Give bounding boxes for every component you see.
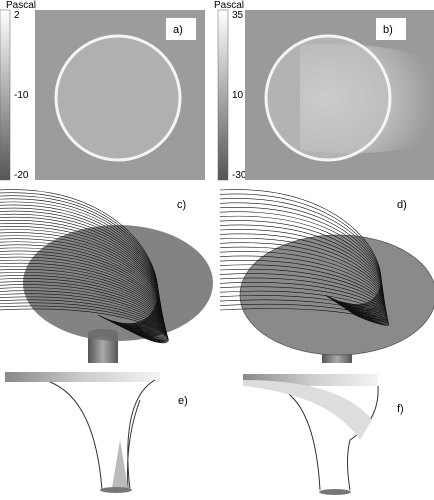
label-box	[166, 18, 196, 40]
streamline	[219, 229, 384, 312]
streamline	[0, 247, 163, 333]
panel-label: b)	[383, 24, 393, 36]
panel-d: d)	[219, 189, 434, 363]
disk	[23, 225, 213, 341]
streamline	[0, 204, 160, 327]
streamline	[219, 215, 383, 309]
streamline	[0, 207, 160, 327]
colorbar	[0, 9, 11, 181]
streamline	[0, 299, 168, 342]
streamline	[0, 223, 161, 330]
streamline	[0, 241, 163, 332]
streamline	[0, 192, 159, 325]
funnel-sheet	[112, 440, 128, 488]
streamline	[0, 265, 165, 336]
streamline	[219, 295, 389, 323]
label-box	[376, 18, 406, 40]
streamline	[219, 189, 382, 305]
panel-label: f)	[397, 403, 404, 415]
streamline	[0, 259, 164, 335]
panel-label: e)	[178, 395, 188, 407]
panel-label: c)	[177, 199, 186, 211]
streamline	[0, 189, 159, 324]
streamline	[0, 210, 160, 328]
panel-label: d)	[397, 199, 407, 211]
streamline	[0, 250, 164, 334]
disk-footprint	[264, 34, 392, 162]
streamline	[219, 220, 384, 310]
streamline	[0, 302, 169, 343]
streamline	[0, 272, 166, 337]
colorbar-tick: 35	[232, 10, 244, 21]
streamline	[219, 242, 385, 314]
streamline	[0, 293, 168, 341]
streamline	[0, 253, 164, 334]
base	[100, 487, 132, 493]
funnel-sheet	[243, 380, 372, 440]
panel-e: e)	[5, 372, 188, 493]
streamline	[0, 290, 167, 341]
streamline	[0, 244, 163, 333]
streamline	[0, 287, 167, 340]
panel-b: Pascal 35 10 -30 b)	[214, 0, 434, 181]
streamline	[219, 308, 390, 326]
streamline	[219, 299, 389, 324]
streamline	[0, 232, 162, 331]
streamline	[0, 275, 166, 338]
streamline	[0, 296, 168, 342]
colorbar-tick: -20	[14, 170, 29, 181]
streamline	[219, 303, 389, 325]
colorbar-tick: 10	[232, 90, 244, 101]
streamline	[219, 233, 384, 312]
colorbar-tick: -10	[14, 90, 29, 101]
colorbar-unit: Pascal	[214, 0, 244, 11]
streamline	[0, 195, 159, 325]
streamline	[219, 193, 382, 306]
colorbar-unit: Pascal	[6, 0, 36, 11]
streamline	[219, 207, 383, 308]
streamline	[0, 278, 166, 338]
streamline	[219, 264, 386, 318]
streamline	[0, 213, 160, 328]
streamline	[0, 235, 162, 331]
streamline	[0, 281, 166, 339]
base	[319, 489, 351, 495]
panel-label: a)	[173, 24, 183, 36]
panel-a: Pascal 2 -10 -20 a)	[0, 0, 205, 181]
streamline	[219, 290, 388, 322]
streamline	[219, 260, 386, 317]
streamline	[0, 229, 162, 331]
panel-c: c)	[0, 189, 213, 363]
streamline	[0, 284, 167, 339]
streamline	[0, 226, 162, 330]
streamline	[0, 305, 169, 343]
colorbar-tick: -30	[232, 170, 247, 181]
streamline	[0, 198, 159, 326]
streamline	[0, 262, 165, 336]
surface-strip	[5, 372, 160, 382]
colorbar-tick: 2	[14, 10, 20, 21]
streamline	[0, 269, 165, 337]
streamline	[0, 217, 161, 329]
streamline	[0, 201, 159, 326]
streamline	[0, 256, 164, 335]
funnel-outline	[49, 379, 156, 491]
streamline	[0, 238, 163, 332]
disk-footprint	[54, 34, 182, 162]
streamline	[0, 220, 161, 329]
streamline	[219, 202, 383, 307]
streamline	[219, 255, 386, 316]
disk	[239, 234, 434, 356]
panel-f: f)	[243, 374, 404, 495]
streamline	[219, 237, 385, 313]
colorbar	[217, 9, 229, 181]
streamline	[219, 211, 383, 309]
